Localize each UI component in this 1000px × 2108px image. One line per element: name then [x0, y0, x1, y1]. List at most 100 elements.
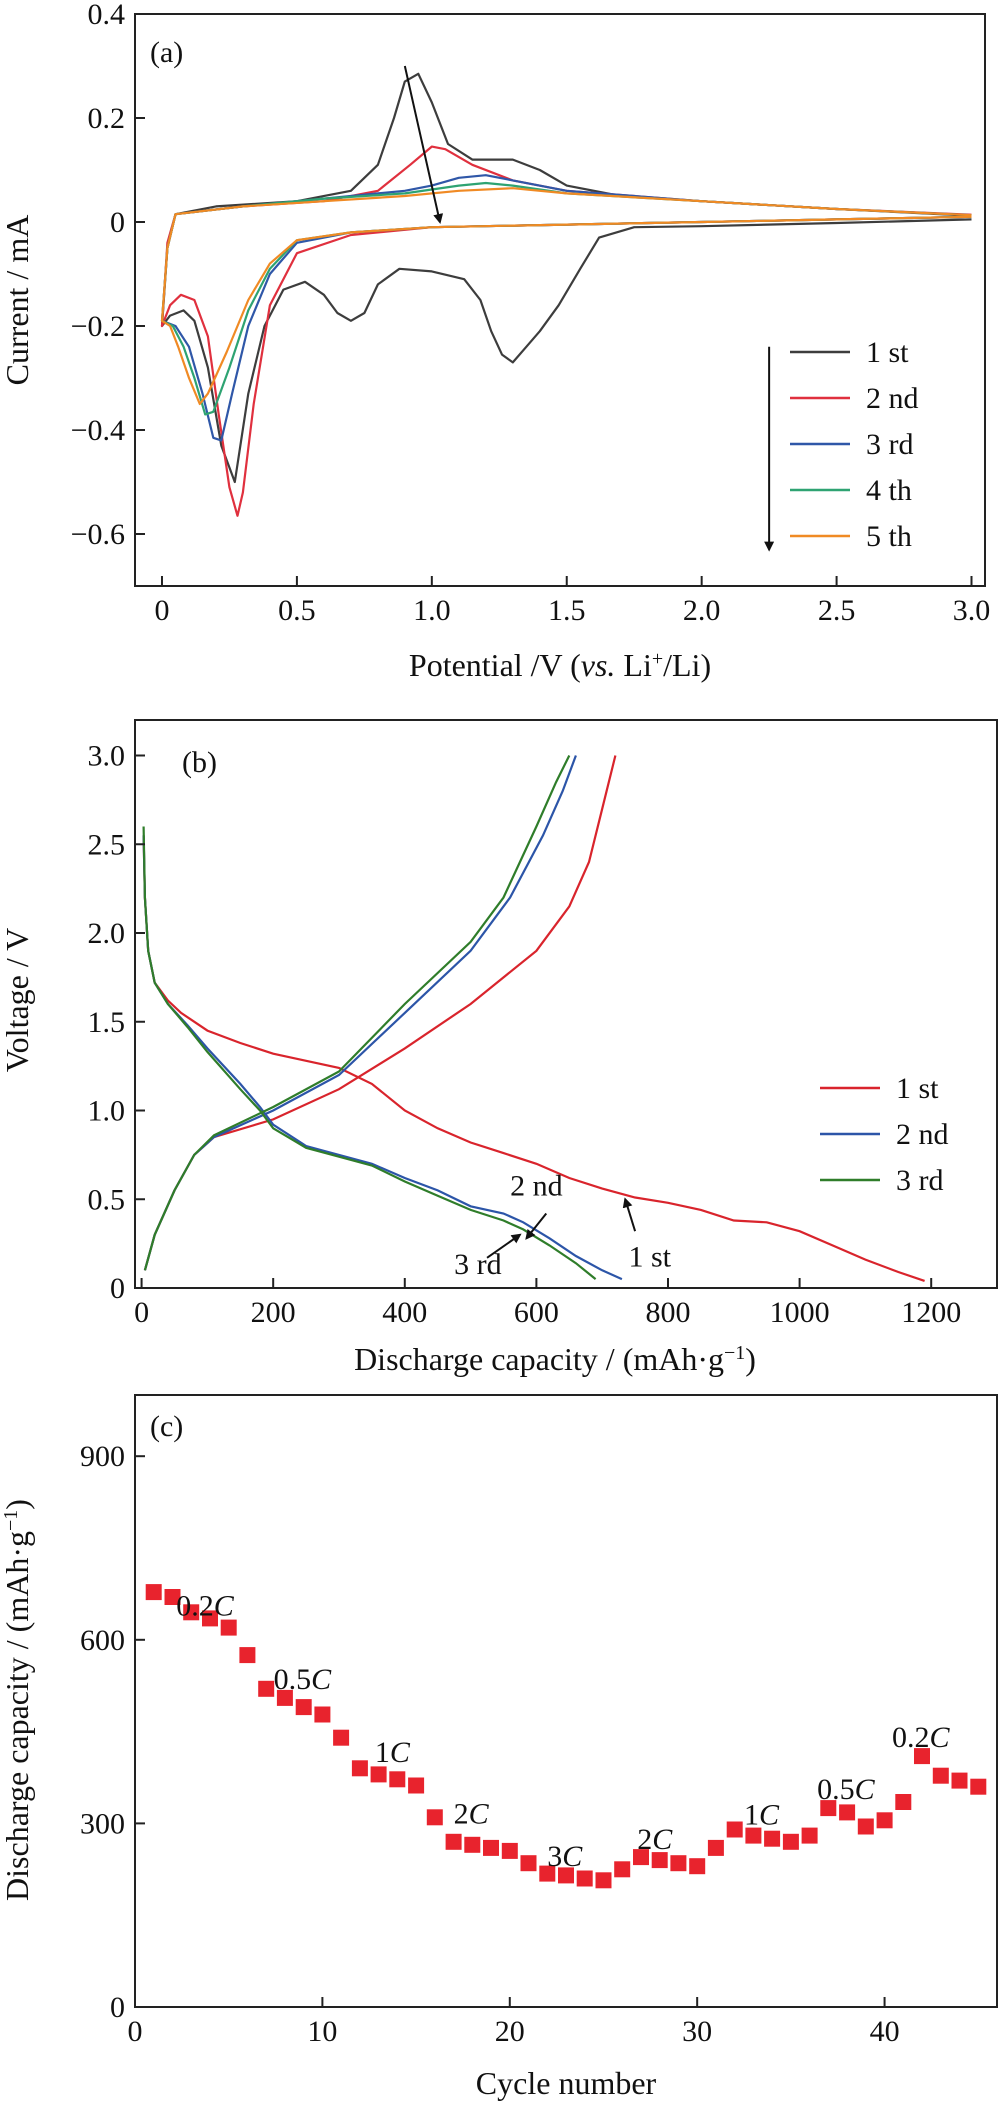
rate-label-1: 0.2C — [176, 1589, 235, 1622]
panel-a-arrow-1 — [403, 65, 444, 224]
panel-c-frame — [134, 1394, 998, 2008]
panel-b-ytick-label: 0 — [110, 1272, 125, 1305]
capacity-point — [614, 1861, 631, 1878]
panel-b-annotation-1: 2 nd — [510, 1170, 563, 1203]
panel-c-xtick-label: 30 — [682, 2015, 712, 2048]
rate-label-9: 0.2C — [892, 1721, 951, 1754]
rate-label-7: 1C — [744, 1799, 780, 1832]
panel-b-xtick-label: 1000 — [770, 1296, 830, 1329]
capacity-point — [370, 1766, 387, 1783]
capacity-point — [857, 1818, 874, 1835]
panel-a-xtick-label: 2.5 — [818, 594, 856, 627]
capacity-point — [351, 1760, 368, 1777]
cv-curve-2 — [160, 145, 972, 517]
panel-c-ytick-label: 600 — [80, 1624, 125, 1657]
capacity-point — [970, 1778, 987, 1795]
capacity-point — [595, 1872, 612, 1889]
panel-a-cyclic-voltammetry: (a) 0 0.5 1.0 1.5 2.0 2.5 3.0−0.6−0.4−0.200.20… — [0, 0, 990, 683]
panel-b-ytick-label: 3.0 — [88, 740, 126, 773]
panel-b-xlabel: Discharge capacity / (mAh·g−1) — [354, 1341, 756, 1377]
panel-c-xlabel: Cycle number — [476, 2065, 657, 2101]
capacity-point — [258, 1680, 275, 1697]
capacity-point — [220, 1619, 237, 1636]
capacity-point — [145, 1584, 162, 1601]
discharge-curve-2 — [142, 835, 623, 1281]
legend-label-a-3: 3 rd — [866, 428, 914, 461]
capacity-point — [707, 1839, 724, 1856]
capacity-point — [782, 1833, 799, 1850]
panel-b-curves — [142, 755, 925, 1282]
capacity-point — [651, 1852, 668, 1869]
capacity-point — [464, 1836, 481, 1853]
cv-curve-4 — [160, 181, 972, 416]
legend-label-a-2: 2 nd — [866, 382, 919, 415]
capacity-point — [483, 1839, 499, 1856]
panel-b-ytick-label: 2.5 — [88, 828, 126, 861]
capacity-point — [408, 1777, 425, 1794]
cv-curve-3 — [160, 174, 972, 442]
legend-label-a-4: 4 th — [866, 474, 912, 507]
panel-c-ytick-label: 300 — [80, 1807, 125, 1840]
panel-b-xtick-label: 0 — [134, 1296, 149, 1329]
panel-b-ticks: 0 200 400 600 800 1000 1200 0 0.5 1.0 1.5 2.0 2.5 3.0 — [88, 740, 962, 1330]
panel-a-label: (a) — [150, 36, 183, 69]
panel-b-annotation-2: 1 st — [629, 1241, 672, 1274]
panel-c-label: (c) — [150, 1410, 183, 1443]
legend-label-b-3: 3 rd — [896, 1164, 944, 1197]
capacity-point — [164, 1589, 181, 1605]
cv-curve-1 — [160, 72, 972, 484]
legend-label-a-1: 1 st — [866, 336, 909, 369]
rate-label-6: 2C — [637, 1823, 673, 1856]
capacity-point — [914, 1748, 930, 1765]
panel-a-xlabel: Potential /V (vs. Li+/Li) — [409, 647, 711, 683]
panel-c-ticks: 0 10 20 30 40 0 300 600 900 — [80, 1440, 900, 2048]
capacity-point — [183, 1604, 200, 1621]
panel-c-points — [145, 1584, 987, 1889]
panel-a-ytick-label: −0.4 — [71, 414, 125, 447]
panel-b-ytick-label: 0.5 — [88, 1183, 126, 1216]
panel-c-ylabel: Discharge capacity / (mAh·g−1) — [0, 1499, 35, 1901]
panel-a-curves — [160, 72, 972, 517]
rate-label-4: 2C — [454, 1797, 490, 1830]
panel-a-ytick-label: 0.2 — [88, 102, 126, 135]
panel-a-ytick-label: 0.4 — [88, 0, 126, 31]
panel-a-frame — [134, 13, 986, 587]
capacity-point — [202, 1610, 218, 1627]
capacity-point — [726, 1821, 743, 1838]
panel-c-xtick-label: 40 — [870, 2015, 900, 2048]
panel-a-ticks: 0 0.5 1.0 1.5 2.0 2.5 3.0 −0.6 −0.4 −0.2 0 0.2 0.4 — [71, 0, 991, 627]
capacity-point — [633, 1849, 649, 1866]
capacity-point — [520, 1855, 537, 1872]
capacity-point — [876, 1812, 893, 1829]
panel-a-legend: 1 st 2 nd 3 rd 4 th 5 th — [790, 336, 919, 553]
capacity-point — [689, 1858, 706, 1875]
capacity-point — [670, 1855, 687, 1872]
panel-c-rate-labels: 0.2C 0.5C 1C 2C 3C 2C 1C 0.5C 0.2C — [176, 1589, 950, 1873]
panel-a-xtick-label: 2.0 — [683, 594, 721, 627]
charge-curve-3 — [143, 755, 571, 1271]
capacity-point — [801, 1827, 818, 1844]
panel-c-xtick-label: 0 — [128, 2015, 143, 2048]
panel-b-annotation-arrow-2 — [622, 1197, 637, 1232]
discharge-curve-3 — [142, 826, 597, 1280]
capacity-point — [389, 1771, 406, 1788]
panel-b-voltage-profiles: (b) 0 200 400 600 800 1000 1200 0 0.5 1.0 1.5 2.0 2.… — [0, 719, 998, 1377]
panel-a-xtick-label: 3.0 — [953, 594, 991, 627]
rate-label-5: 3C — [547, 1840, 583, 1873]
capacity-point — [239, 1647, 256, 1664]
panel-b-label: (b) — [182, 746, 217, 779]
panel-a-xtick-label: 1.0 — [413, 594, 451, 627]
panel-b-xtick-label: 400 — [382, 1296, 427, 1329]
panel-a-ytick-label: 0 — [110, 206, 125, 239]
panel-b-xtick-label: 600 — [514, 1296, 559, 1329]
capacity-point — [333, 1729, 350, 1746]
capacity-point — [839, 1804, 856, 1821]
panel-a-arrows — [403, 65, 775, 552]
capacity-point — [951, 1772, 968, 1789]
panel-c-xtick-label: 10 — [307, 2015, 337, 2048]
discharge-curve-1 — [142, 835, 925, 1282]
cv-curve-5 — [160, 187, 972, 406]
panel-b-ytick-label: 2.0 — [88, 917, 126, 950]
rate-label-2: 0.5C — [274, 1663, 333, 1696]
